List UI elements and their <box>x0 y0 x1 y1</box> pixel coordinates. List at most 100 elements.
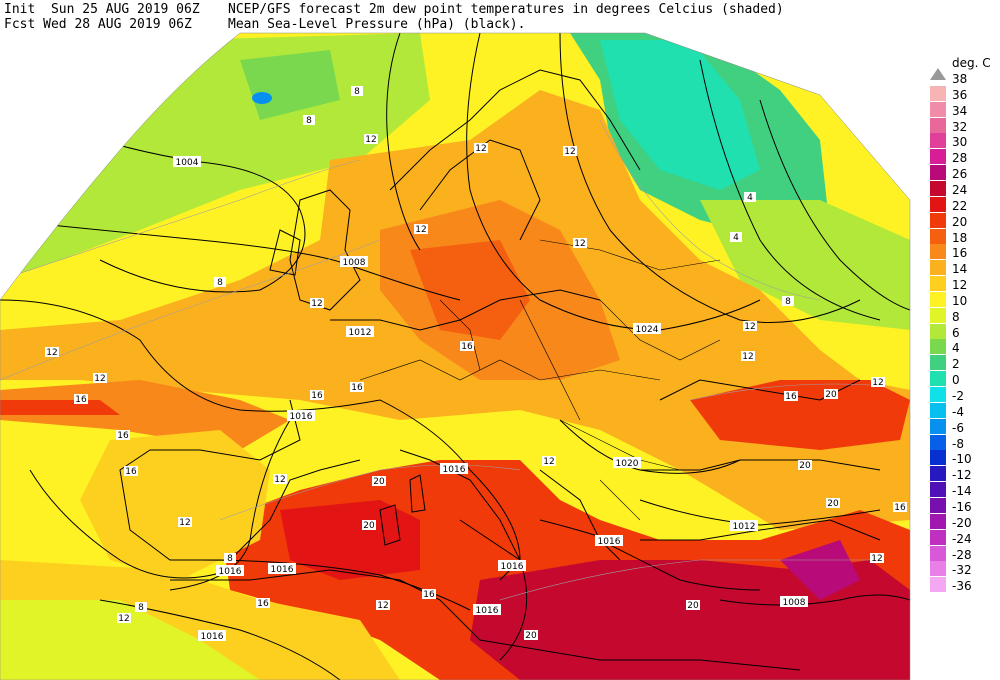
dewpoint-label: 20 <box>686 600 700 611</box>
legend-swatch <box>930 355 946 371</box>
svg-text:1016: 1016 <box>219 567 242 577</box>
svg-text:1008: 1008 <box>783 598 806 608</box>
legend-swatch <box>930 466 946 482</box>
svg-text:20: 20 <box>827 499 839 509</box>
dewpoint-contours <box>0 119 880 601</box>
legend-level-label: 32 <box>952 119 968 134</box>
dewpoint-label: 16 <box>784 391 798 402</box>
svg-text:1008: 1008 <box>343 258 366 268</box>
svg-text:1016: 1016 <box>201 632 224 642</box>
map-frame <box>0 32 911 680</box>
legend-level-label: 20 <box>952 214 968 229</box>
isobar-label: 1012 <box>730 520 758 532</box>
legend-swatch <box>930 85 946 101</box>
field-eastmed-crimson <box>470 560 910 680</box>
legend-swatch <box>930 212 946 228</box>
isobar-label: 1008 <box>780 596 808 608</box>
svg-text:12: 12 <box>543 457 554 467</box>
legend-swatch <box>930 497 946 513</box>
legend-swatch <box>930 577 946 593</box>
svg-text:20: 20 <box>373 477 385 487</box>
legend-level-label: 36 <box>952 87 968 102</box>
legend-level-label: -24 <box>952 531 972 546</box>
isobar-label: 1024 <box>633 323 661 335</box>
dewpoint-label: 12 <box>743 321 757 332</box>
legend-level-label: 26 <box>952 167 968 182</box>
isobar-label: 1008 <box>340 256 368 268</box>
dewpoint-label: 12 <box>364 134 378 145</box>
svg-text:1004: 1004 <box>176 158 199 168</box>
isobar-label-group: 1004 1008 1012 1016 1016 1016 1016 1016 … <box>173 156 808 642</box>
legend-level-label: -16 <box>952 499 972 514</box>
dewpoint-label: 16 <box>460 341 474 352</box>
legend-level-label: -8 <box>952 436 964 451</box>
svg-text:16: 16 <box>351 383 363 393</box>
svg-text:12: 12 <box>274 475 285 485</box>
svg-text:4: 4 <box>733 233 739 243</box>
dewpoint-label: 8 <box>214 277 226 288</box>
field-blacksea-red <box>690 380 910 450</box>
legend-swatch <box>930 529 946 545</box>
dewpoint-label: 4 <box>730 232 742 243</box>
svg-text:12: 12 <box>574 239 585 249</box>
legend-swatch <box>930 117 946 133</box>
dewpoint-label: 20 <box>524 630 538 641</box>
legend-swatch <box>930 387 946 402</box>
svg-text:12: 12 <box>179 518 190 528</box>
legend-level-label: -20 <box>952 515 972 530</box>
legend-swatch <box>930 133 946 149</box>
svg-text:20: 20 <box>825 390 837 400</box>
legend-swatch <box>930 418 946 434</box>
legend-level-label: -36 <box>952 579 972 594</box>
legend-level-label: 30 <box>952 135 968 150</box>
dewpoint-label: 16 <box>124 466 138 477</box>
legend-swatch <box>930 291 946 307</box>
legend-level-label: 6 <box>952 325 960 340</box>
legend-swatch <box>930 434 946 450</box>
dewpoint-label: 20 <box>826 498 840 509</box>
legend-swatch <box>930 402 946 418</box>
field-eastmed-magenta <box>780 540 860 600</box>
dewpoint-label: 16 <box>74 394 88 405</box>
svg-text:8: 8 <box>227 554 233 564</box>
svg-text:1016: 1016 <box>501 562 524 572</box>
svg-text:12: 12 <box>118 614 129 624</box>
dewpoint-label: 20 <box>798 460 812 471</box>
isobars <box>0 33 910 680</box>
dewpoint-label: 16 <box>256 598 270 609</box>
field-ne-cyan <box>600 40 760 190</box>
legend-level-label: -12 <box>952 468 972 483</box>
legend-level-label: -4 <box>952 404 964 419</box>
svg-text:12: 12 <box>415 225 426 235</box>
svg-text:1016: 1016 <box>443 465 466 475</box>
isobar-label: 1016 <box>268 563 296 575</box>
legend-swatch <box>930 244 946 260</box>
dewpoint-label: 20 <box>372 476 386 487</box>
svg-text:16: 16 <box>785 392 797 402</box>
dewpoint-label-group: 8 8 8 12 12 12 4 4 8 12 12 12 16 12 12 1… <box>45 86 907 641</box>
dewpoint-label: 8 <box>351 86 363 97</box>
legend-level-label: 24 <box>952 182 968 197</box>
legend-level-label: 12 <box>952 278 968 293</box>
legend-level-label: 18 <box>952 230 968 245</box>
svg-text:12: 12 <box>742 352 753 362</box>
legend-swatch <box>930 228 946 244</box>
legend-level-label: 2 <box>952 357 960 372</box>
legend-level-label: -6 <box>952 420 964 435</box>
svg-text:20: 20 <box>525 631 537 641</box>
legend-level-label: 28 <box>952 151 968 166</box>
svg-text:16: 16 <box>75 395 87 405</box>
isobar-label: 1004 <box>173 156 201 168</box>
dewpoint-label: 8 <box>782 296 794 307</box>
svg-text:12: 12 <box>377 601 388 611</box>
dewpoint-label: 20 <box>362 520 376 531</box>
legend-swatch <box>930 276 946 292</box>
dewpoint-label: 12 <box>310 298 324 309</box>
legend-swatch <box>930 371 946 387</box>
field-africa-green <box>0 600 260 680</box>
isobar-label: 1016 <box>198 630 226 642</box>
legend-swatch <box>930 149 946 165</box>
svg-text:1016: 1016 <box>290 412 313 422</box>
dewpoint-label: 12 <box>273 474 287 485</box>
